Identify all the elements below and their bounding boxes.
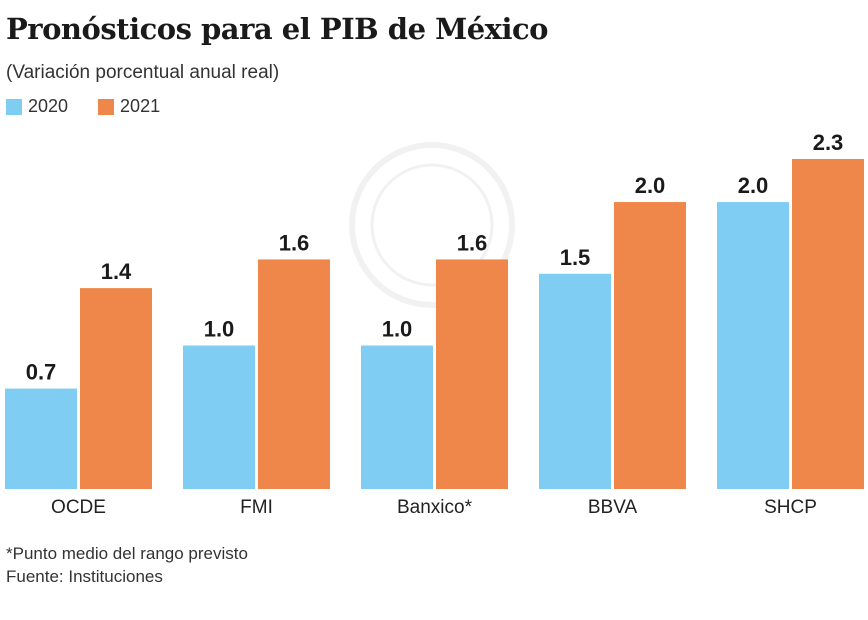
legend-label-2021: 2021: [120, 96, 161, 116]
data-label: 1.6: [279, 230, 310, 255]
data-label: 1.0: [204, 317, 235, 342]
data-label: 1.0: [382, 317, 413, 342]
data-label: 0.7: [26, 360, 57, 385]
source-note: Fuente: Instituciones: [6, 567, 163, 586]
category-label: OCDE: [51, 497, 106, 518]
watermark-logo: [349, 142, 515, 308]
legend-swatch-2021: [98, 98, 115, 115]
legend-swatch-2020: [6, 98, 22, 115]
category-label: Banxico*: [397, 497, 473, 518]
footnote: *Punto medio del rango previsto: [6, 544, 248, 563]
bar-2021-OCDE: [80, 288, 152, 489]
bar-2020-SHCP: [717, 202, 789, 490]
bar-2021-FMI: [258, 259, 330, 489]
category-label: BBVA: [588, 497, 638, 518]
chart-subtitle: (Variación porcentual anual real): [6, 62, 280, 83]
bar-2020-FMI: [183, 345, 255, 489]
bar-2021-SHCP: [792, 159, 864, 489]
data-label: 2.0: [738, 173, 769, 198]
chart-title: Pronósticos para el PIB de México: [6, 12, 548, 46]
bar-2021-BBVA: [614, 202, 686, 490]
legend-item-2020: 2020: [6, 96, 68, 117]
bar-2020-BBVA: [539, 273, 611, 489]
data-label: 1.5: [560, 245, 591, 270]
category-label: FMI: [240, 497, 273, 518]
bar-2020-OCDE: [5, 388, 77, 489]
legend-label-2020: 2020: [28, 96, 69, 116]
bar-2020-Banxico: [361, 345, 433, 489]
data-label: 1.6: [457, 230, 488, 255]
category-label: SHCP: [764, 497, 817, 518]
data-label: 2.3: [813, 130, 844, 155]
bar-2021-Banxico: [436, 259, 508, 489]
legend: 2020 2021: [6, 96, 160, 117]
legend-item-2021: 2021: [98, 96, 160, 117]
data-label: 2.0: [635, 173, 666, 198]
data-label: 1.4: [101, 259, 132, 284]
